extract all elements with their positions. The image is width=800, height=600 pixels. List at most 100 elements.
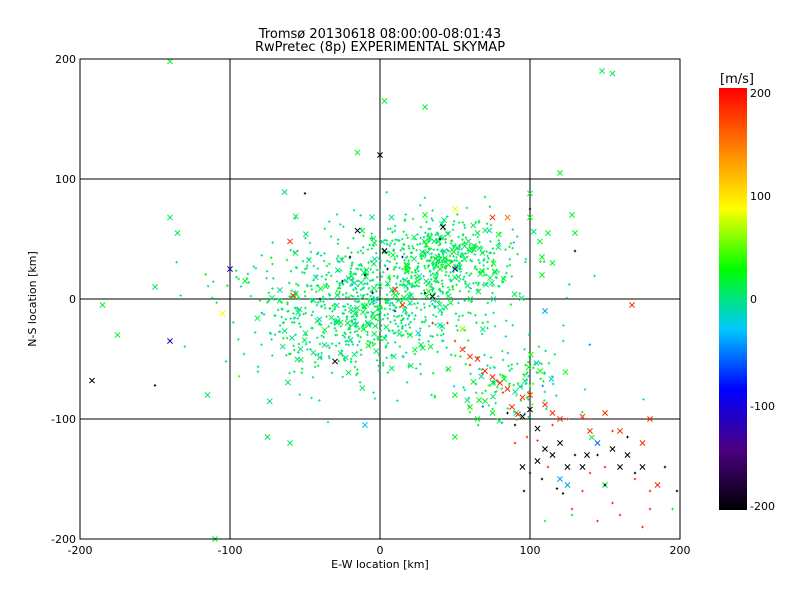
data-point-cross (392, 292, 399, 298)
data-point-cross (351, 351, 358, 358)
data-point-cross (321, 326, 328, 333)
data-point-plus (331, 304, 334, 307)
y-tick-label: -100 (51, 413, 76, 426)
data-point-plus (287, 281, 291, 285)
data-point-plus (481, 392, 484, 395)
data-point-cross (579, 464, 586, 470)
data-point-plus (347, 343, 351, 347)
data-point-cross (152, 284, 158, 290)
data-point-plus (511, 228, 514, 231)
data-point-plus (304, 342, 308, 346)
data-point-plus (395, 315, 399, 319)
data-point-plus (402, 333, 405, 337)
data-point-plus (351, 277, 355, 281)
data-point-plus (334, 344, 338, 347)
data-point-plus (458, 290, 462, 293)
chart-subtitle: RwPretec (8p) EXPERIMENTAL SKYMAP (255, 40, 505, 55)
data-point-plus (417, 285, 421, 288)
data-point-cross (527, 392, 533, 398)
data-point-cross (399, 302, 406, 308)
data-point-plus (384, 346, 387, 349)
data-point-plus (469, 372, 472, 376)
data-point-plus (445, 368, 449, 372)
data-point-plus (372, 391, 375, 394)
data-point-plus (417, 297, 421, 301)
data-point-plus (371, 291, 374, 295)
data-point-cross (347, 306, 354, 313)
data-point-cross (438, 221, 445, 227)
data-point-plus (388, 329, 391, 333)
data-point-plus (377, 364, 380, 368)
data-point-plus (458, 243, 462, 247)
data-point-plus (368, 341, 372, 344)
data-point-plus (469, 259, 472, 262)
data-point-plus (407, 323, 411, 326)
data-point-plus (468, 363, 472, 367)
data-point-cross (512, 388, 519, 395)
data-point-plus (343, 331, 346, 334)
data-point-cross (549, 410, 556, 416)
x-tick-label: 0 (377, 544, 384, 557)
data-point-plus (388, 260, 392, 264)
data-point-plus (440, 282, 444, 286)
data-point-plus (270, 256, 273, 259)
data-point-cross (490, 379, 496, 386)
data-point-plus (481, 283, 485, 286)
data-point-plus (371, 279, 374, 282)
data-point-plus (437, 281, 440, 284)
data-point-plus (463, 242, 466, 245)
data-point-plus (603, 483, 607, 487)
data-point-cross (365, 319, 372, 326)
data-point-plus (375, 275, 379, 279)
data-point-cross (429, 293, 436, 300)
data-point-plus (492, 252, 496, 255)
data-point-plus (416, 301, 420, 305)
data-point-plus (406, 317, 409, 321)
data-point-plus (437, 260, 440, 263)
data-point-plus (366, 311, 370, 314)
data-point-plus (309, 347, 312, 351)
data-point-plus (328, 356, 331, 360)
data-point-plus (274, 314, 277, 317)
data-point-cross (371, 256, 378, 263)
data-point-cross (609, 70, 616, 77)
data-point-plus (423, 196, 426, 200)
data-point-plus (402, 242, 405, 246)
data-point-plus (481, 268, 485, 272)
data-point-plus (350, 278, 353, 282)
data-point-cross (594, 440, 601, 446)
data-point-cross (467, 353, 473, 360)
data-point-plus (371, 341, 374, 344)
data-point-plus (278, 330, 281, 333)
data-point-plus (423, 264, 426, 268)
data-point-plus (153, 384, 157, 387)
data-point-plus (387, 299, 390, 302)
data-point-plus (407, 259, 411, 262)
data-point-plus (297, 351, 300, 354)
data-point-plus (509, 303, 513, 306)
data-point-plus (340, 349, 343, 352)
data-point-plus (418, 327, 422, 330)
data-point-plus (516, 362, 519, 365)
data-point-plus (320, 334, 323, 337)
data-point-plus (322, 335, 325, 339)
data-point-cross (461, 256, 468, 263)
data-point-plus (429, 278, 433, 281)
data-point-plus (291, 321, 294, 324)
data-point-cross (533, 360, 540, 367)
data-point-plus (349, 294, 353, 297)
data-point-cross (167, 58, 173, 65)
data-point-plus (346, 280, 349, 284)
data-point-plus (454, 243, 457, 246)
data-point-plus (452, 220, 456, 223)
data-point-plus (271, 262, 274, 266)
data-point-plus (392, 308, 395, 312)
x-tick-label: -200 (68, 544, 93, 557)
data-point-plus (508, 382, 511, 385)
data-point-plus (444, 238, 447, 241)
data-point-plus (370, 247, 374, 250)
data-point-plus (256, 370, 260, 373)
data-point-cross (371, 330, 378, 337)
y-axis-label: N-S location [km] (26, 251, 39, 347)
data-point-plus (413, 274, 417, 277)
